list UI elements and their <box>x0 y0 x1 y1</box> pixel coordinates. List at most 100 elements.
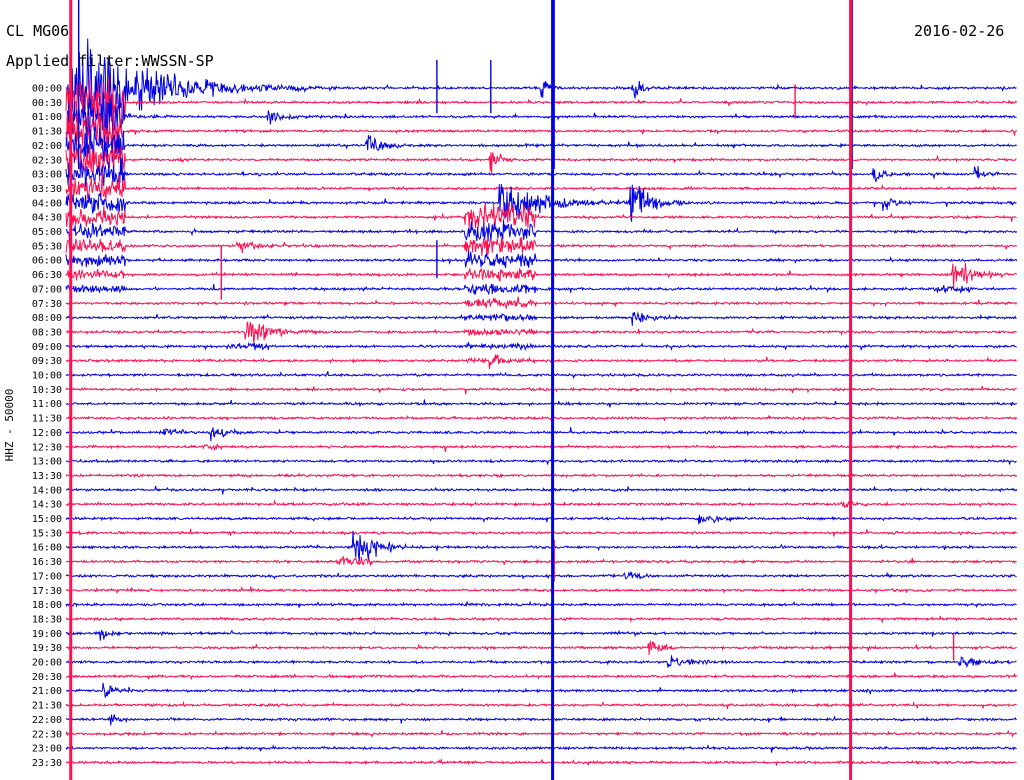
row-label: 12:00 <box>32 428 62 439</box>
trace-row-0800 <box>65 311 1017 326</box>
trace-row-0030 <box>65 76 1018 134</box>
trace-row-0400 <box>65 183 1017 222</box>
row-label-group: 00:00 00:30 01:00 01:30 02:00 02:30 03:00 03:30… <box>32 84 62 769</box>
trace-row-0000 <box>65 38 1017 122</box>
trace-row-0130 <box>65 102 1018 149</box>
row-label: 17:00 <box>32 571 62 582</box>
row-label: 19:30 <box>32 643 62 654</box>
row-label: 20:30 <box>32 672 62 683</box>
row-label: 22:30 <box>32 729 62 740</box>
trace-row-2230 <box>65 729 1018 738</box>
row-label: 14:30 <box>32 500 62 511</box>
row-label: 16:00 <box>32 543 62 554</box>
trace-row-2200 <box>66 714 1017 726</box>
row-label: 04:00 <box>32 198 62 209</box>
row-label: 03:00 <box>32 170 62 181</box>
trace-row-1400 <box>65 485 1018 495</box>
row-label: 08:00 <box>32 313 62 324</box>
row-label: 13:30 <box>32 471 62 482</box>
row-label: 07:00 <box>32 284 62 295</box>
trace-row-0930 <box>65 354 1017 370</box>
row-label: 00:00 <box>32 84 62 95</box>
trace-row-1600 <box>65 530 1017 562</box>
trace-row-1900 <box>65 629 1017 641</box>
row-label: 13:00 <box>32 457 62 468</box>
trace-row-1230 <box>65 443 1017 452</box>
row-label: 12:30 <box>32 442 62 453</box>
row-label: 09:30 <box>32 356 62 367</box>
row-label: 14:00 <box>32 485 62 496</box>
trace-row-1700 <box>65 571 1017 580</box>
station-title: CL MG06 <box>6 22 70 40</box>
trace-row-0330 <box>65 173 1017 202</box>
trace-row-0500 <box>65 219 1018 242</box>
row-label: 16:30 <box>32 557 62 568</box>
trace-row-0830 <box>65 321 1017 343</box>
row-label: 22:00 <box>32 715 62 726</box>
row-label: 21:00 <box>32 686 62 697</box>
row-label: 11:00 <box>32 399 62 410</box>
row-label: 15:30 <box>32 528 62 539</box>
trace-row-1030 <box>65 385 1017 395</box>
row-label: 10:30 <box>32 385 62 396</box>
row-label: 08:30 <box>32 327 62 338</box>
trace-row-1200 <box>65 427 1018 442</box>
row-label: 21:30 <box>32 701 62 712</box>
trace-row-1800 <box>65 600 1017 609</box>
trace-row-2330 <box>65 757 1017 767</box>
trace-row-1430 <box>65 499 1017 509</box>
trace-row-0900 <box>65 341 1017 352</box>
trace-row-1730 <box>65 585 1017 595</box>
trace-row-1830 <box>65 615 1018 624</box>
trace-row-1100 <box>65 399 1017 408</box>
trace-row-1630 <box>65 555 1017 566</box>
trace-group <box>65 0 1018 780</box>
trace-row-1130 <box>65 414 1018 422</box>
row-label: 09:00 <box>32 342 62 353</box>
row-label: 23:30 <box>32 758 62 769</box>
trace-row-0430 <box>65 202 1017 229</box>
row-label: 01:30 <box>32 127 62 138</box>
row-label: 15:00 <box>32 514 62 525</box>
trace-row-2100 <box>65 682 1018 698</box>
row-label: 10:00 <box>32 371 62 382</box>
channel-label: HHZ - 50000 <box>3 389 16 462</box>
row-label: 11:30 <box>32 414 62 425</box>
row-label: 18:00 <box>32 600 62 611</box>
row-label: 20:00 <box>32 658 62 669</box>
trace-row-0230 <box>65 144 1017 182</box>
row-label: 03:30 <box>32 184 62 195</box>
trace-row-2030 <box>65 672 1018 680</box>
trace-row-2000 <box>65 655 1017 669</box>
trace-row-0300 <box>65 157 1017 188</box>
row-label: 06:30 <box>32 270 62 281</box>
trace-row-0530 <box>65 237 1017 256</box>
row-label: 17:30 <box>32 586 62 597</box>
trace-row-1930 <box>65 639 1017 655</box>
row-label: 23:00 <box>32 744 62 755</box>
trace-row-0600 <box>65 250 1018 269</box>
row-label: 02:00 <box>32 141 62 152</box>
trace-row-0700 <box>65 283 1017 296</box>
row-label: 18:30 <box>32 614 62 625</box>
trace-row-0730 <box>65 296 1018 310</box>
trace-row-2300 <box>65 744 1017 753</box>
trace-row-1300 <box>65 458 1017 465</box>
trace-row-0630 <box>65 263 1017 290</box>
trace-row-1000 <box>65 371 1017 380</box>
row-label: 04:30 <box>32 213 62 224</box>
filter-label: Applied filter:WWSSN-SP <box>6 52 214 70</box>
row-label: 02:30 <box>32 155 62 166</box>
row-label: 01:00 <box>32 112 62 123</box>
row-label: 07:30 <box>32 299 62 310</box>
row-label: 19:00 <box>32 629 62 640</box>
row-label: 05:00 <box>32 227 62 238</box>
trace-row-1530 <box>65 528 1017 537</box>
date-label: 2016-02-26 <box>914 22 1005 40</box>
trace-row-0100 <box>65 92 1017 145</box>
row-label: 05:30 <box>32 241 62 252</box>
trace-row-1500 <box>65 514 1017 525</box>
trace-row-1330 <box>65 472 1018 479</box>
row-label: 00:30 <box>32 98 62 109</box>
